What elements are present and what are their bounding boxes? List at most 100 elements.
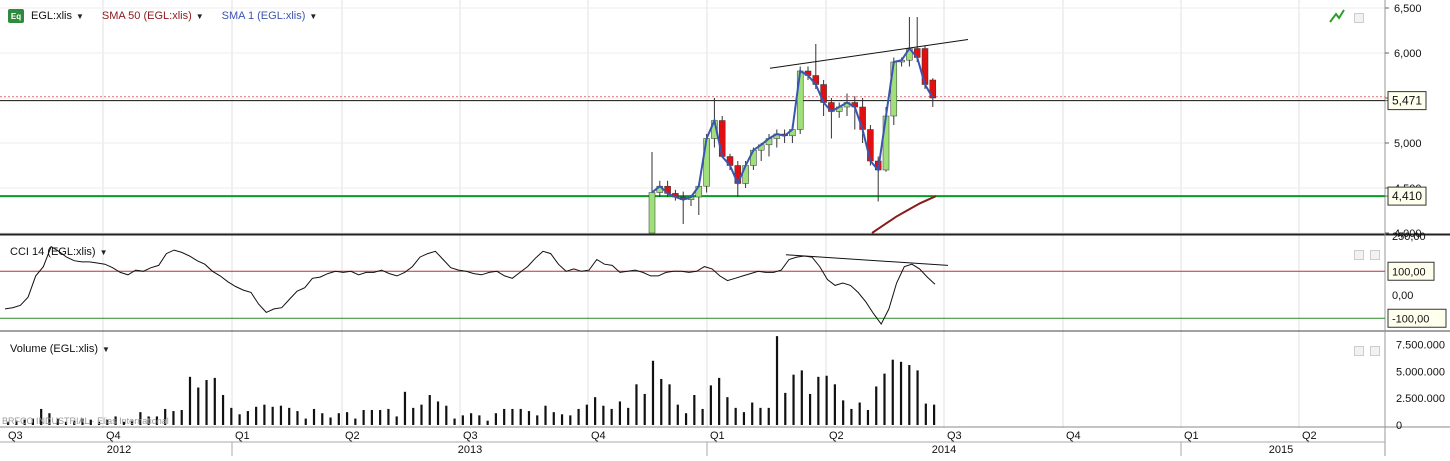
volume-bar (15, 420, 18, 425)
volume-bar (122, 421, 125, 425)
volume-bar (56, 418, 59, 425)
equity-icon[interactable]: Eq (8, 9, 24, 23)
volume-bar (751, 402, 754, 425)
volume-bar (205, 380, 208, 425)
volume-bar (511, 408, 514, 425)
volume-bar (97, 421, 101, 425)
volume-bar (842, 400, 845, 425)
volume-bar (321, 413, 324, 425)
volume-bar (337, 413, 340, 425)
year-label: 2012 (107, 444, 131, 456)
volume-bar (767, 407, 770, 425)
cci-dropdown-caret-icon[interactable]: ▼ (99, 247, 108, 257)
year-label: 2014 (932, 444, 956, 456)
volume-bar (850, 408, 853, 425)
volume-bar (676, 404, 679, 425)
volume-bar (784, 392, 787, 425)
sma1-line (651, 46, 934, 201)
volume-bar (164, 408, 167, 425)
volume-bar (48, 413, 51, 425)
volume-bar (188, 376, 192, 425)
volume-bar (147, 416, 150, 425)
volume-tick-label: 0 (1396, 420, 1402, 432)
volume-bar (213, 377, 216, 425)
volume-legend: Volume (EGL:xlis) ▼ (10, 343, 110, 355)
volume-pane-close-icon[interactable] (1370, 346, 1380, 356)
volume-bar (825, 375, 828, 425)
price-pane-maximize-icon[interactable] (1354, 13, 1364, 23)
volume-bar (726, 397, 729, 425)
cci-pane-close-icon[interactable] (1370, 250, 1380, 260)
cci-line (4, 245, 936, 326)
volume-bar (81, 418, 84, 425)
volume-bar (370, 410, 373, 425)
volume-bar (734, 407, 737, 425)
cci-trendline (785, 254, 949, 266)
price-tick-label: 5,000 (1394, 138, 1422, 150)
volume-bar (139, 412, 142, 425)
quarter-label: Q3 (947, 430, 962, 442)
volume-bar (23, 419, 26, 425)
volume-bar (866, 410, 870, 425)
volume-bar (230, 407, 233, 425)
cci-legend: CCI 14 (EGL:xlis) ▼ (10, 246, 108, 258)
quarter-label: Q4 (106, 430, 121, 442)
sma1-label[interactable]: SMA 1 (EGL:xlis) (221, 10, 306, 22)
cci-label[interactable]: CCI 14 (EGL:xlis) (10, 246, 96, 258)
volume-bar (718, 377, 721, 425)
quarter-label: Q1 (710, 430, 725, 442)
cci-pane-maximize-icon[interactable] (1354, 250, 1364, 260)
symbol-dropdown-caret-icon[interactable]: ▼ (75, 11, 84, 21)
volume-bar (329, 417, 332, 425)
volume-dropdown-caret-icon[interactable]: ▼ (102, 344, 110, 354)
volume-pane-maximize-icon[interactable] (1354, 346, 1364, 356)
sma50-label[interactable]: SMA 50 (EGL:xlis) (101, 10, 192, 22)
volume-label[interactable]: Volume (EGL:xlis) (10, 343, 99, 355)
sma1-dropdown-caret-icon[interactable]: ▼ (309, 11, 318, 21)
volume-bar (114, 416, 117, 425)
volume-bar (445, 405, 448, 425)
volume-bar (478, 415, 481, 425)
volume-bar (288, 407, 291, 425)
volume-bar (775, 336, 779, 425)
volume-bar (387, 408, 390, 425)
quarter-label: Q3 (463, 430, 478, 442)
quarter-label: Q1 (1184, 430, 1199, 442)
volume-bar (461, 415, 464, 425)
sma50-dropdown-caret-icon[interactable]: ▼ (195, 11, 204, 21)
quarter-label: Q3 (8, 430, 23, 442)
volume-bar (560, 414, 564, 425)
volume-bar (246, 411, 249, 425)
volume-bar (569, 415, 572, 425)
volume-bar (875, 386, 878, 425)
volume-bar (296, 411, 299, 425)
year-label: 2015 (1269, 444, 1293, 456)
volume-tick-label: 5.000.000 (1396, 366, 1445, 378)
volume-bar (610, 408, 613, 425)
quarter-label: Q4 (1066, 430, 1081, 442)
sma50-line (871, 195, 937, 234)
volume-bar (668, 384, 671, 425)
quarter-label: Q2 (829, 430, 844, 442)
volume-bar (172, 411, 175, 425)
volume-bar (933, 404, 936, 425)
volume-bar (64, 421, 68, 425)
symbol-label[interactable]: EGL:xlis (31, 10, 72, 22)
cci-tick-label: 0,00 (1392, 290, 1413, 302)
cci-level-box (1387, 308, 1447, 328)
quarter-label: Q4 (591, 430, 606, 442)
volume-bar (817, 376, 820, 425)
volume-bar (891, 359, 894, 425)
volume-bar (436, 401, 440, 425)
volume-bar (470, 413, 473, 425)
volume-bar (403, 391, 407, 425)
volume-bar (155, 416, 159, 425)
volume-bar (660, 378, 663, 425)
volume-bar (858, 402, 861, 425)
volume-bar (395, 416, 398, 425)
cci-tick-label: 250,00 (1392, 231, 1426, 243)
price-tick-label: 6,500 (1394, 3, 1422, 15)
volume-bar (833, 384, 836, 425)
volume-bar (908, 365, 911, 425)
